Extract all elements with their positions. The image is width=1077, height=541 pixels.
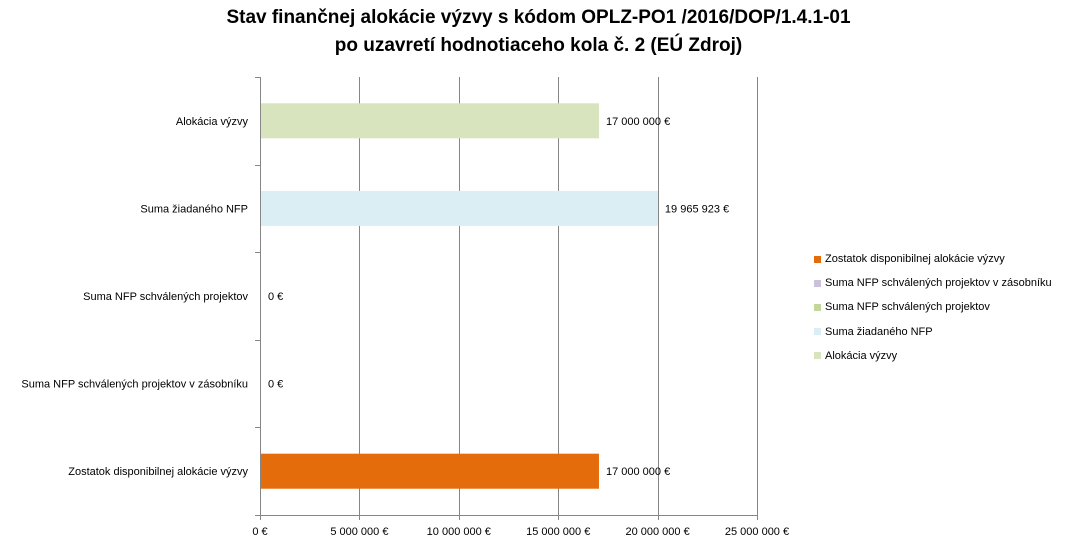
category-label: Suma NFP schválených projektov [83, 291, 248, 303]
legend-item: Suma NFP schválených projektov [814, 295, 1052, 319]
legend-swatch [814, 255, 821, 263]
legend-label: Suma NFP schválených projektov [825, 301, 990, 314]
data-label: 17 000 000 € [606, 116, 670, 128]
category-label: Suma žiadaného NFP [140, 203, 248, 215]
data-label: 0 € [268, 291, 283, 303]
data-label: 0 € [268, 379, 283, 391]
legend-swatch [814, 352, 821, 360]
legend-swatch [814, 328, 821, 336]
legend-label: Suma žiadaného NFP [825, 325, 933, 338]
chart-title-line-2: po uzavretí hodnotiaceho kola č. 2 (EÚ Z… [334, 35, 743, 56]
legend-item: Zostatok disponibilnej alokácie výzvy [814, 247, 1052, 271]
category-label: Alokácia výzvy [176, 116, 249, 128]
bar [261, 190, 658, 226]
category-label: Suma NFP schválených projektov v zásobní… [21, 379, 248, 391]
legend-label: Zostatok disponibilnej alokácie výzvy [825, 253, 1005, 266]
category-label: Zostatok disponibilnej alokácie výzvy [68, 466, 248, 478]
x-tick-label: 0 € [252, 526, 267, 538]
data-label: 17 000 000 € [606, 466, 670, 478]
bar [261, 453, 599, 489]
legend-swatch [814, 279, 821, 287]
x-tick-label: 25 000 000 € [725, 526, 789, 538]
x-tick-label: 15 000 000 € [526, 526, 590, 538]
chart-title: Stav finančnej alokácie výzvy s kódom OP… [0, 4, 1077, 60]
x-tick-label: 20 000 000 € [625, 526, 689, 538]
legend-label: Alokácia výzvy [825, 349, 898, 362]
legend-item: Alokácia výzvy [814, 344, 1052, 368]
x-tick-label: 5 000 000 € [330, 526, 388, 538]
legend-swatch [814, 303, 821, 311]
x-tick-label: 10 000 000 € [427, 526, 491, 538]
chart-legend: Zostatok disponibilnej alokácie výzvy Sum… [814, 247, 1052, 368]
legend-item: Suma žiadaného NFP [814, 320, 1052, 344]
data-label: 19 965 923 € [665, 203, 729, 215]
legend-item: Suma NFP schválených projektov v zásobní… [814, 271, 1052, 295]
legend-label: Suma NFP schválených projektov v zásobní… [825, 277, 1052, 290]
bar [261, 103, 599, 139]
chart-title-line-1: Stav finančnej alokácie výzvy s kódom OP… [226, 7, 851, 28]
